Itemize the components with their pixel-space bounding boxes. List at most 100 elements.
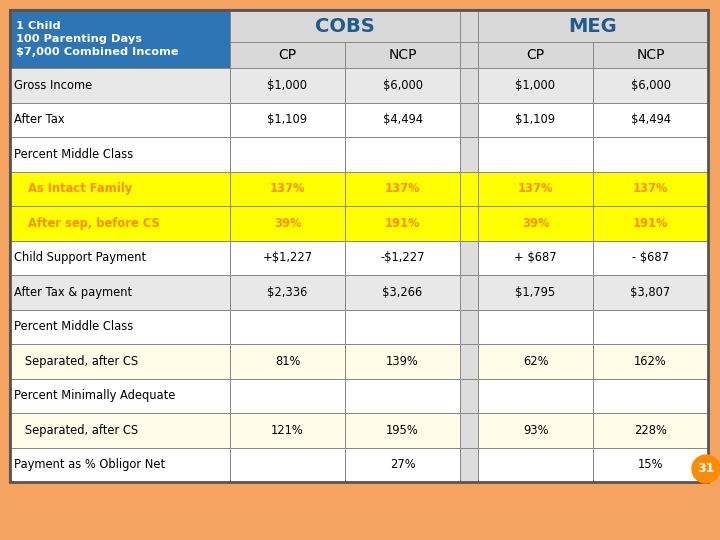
Bar (345, 42, 460, 68)
Text: As Intact Family: As Intact Family (28, 183, 132, 195)
Bar (10, 413, 230, 448)
Bar (230, 275, 345, 309)
Bar (230, 42, 345, 68)
Bar (10, 137, 230, 172)
Bar (10, 275, 230, 309)
Bar (460, 103, 478, 137)
Bar (230, 344, 345, 379)
Text: $1,109: $1,109 (268, 113, 307, 126)
Text: Percent Middle Class: Percent Middle Class (14, 320, 133, 333)
Bar (593, 448, 708, 482)
Text: 191%: 191% (384, 217, 420, 230)
Bar (345, 275, 460, 309)
Text: 1 Child
100 Parenting Days
$7,000 Combined Income: 1 Child 100 Parenting Days $7,000 Combin… (16, 21, 179, 57)
Bar (10, 10, 708, 482)
Text: 121%: 121% (271, 424, 304, 437)
Bar (345, 240, 460, 275)
Text: 27%: 27% (390, 458, 415, 471)
Bar (10, 240, 230, 275)
Text: Child Support Payment: Child Support Payment (14, 251, 146, 264)
Bar (593, 413, 708, 448)
Bar (230, 206, 345, 240)
Bar (230, 172, 345, 206)
Bar (460, 42, 478, 68)
Text: $4,494: $4,494 (631, 113, 670, 126)
Text: $6,000: $6,000 (382, 79, 423, 92)
Bar (460, 137, 478, 172)
Text: 137%: 137% (270, 183, 305, 195)
Text: $1,109: $1,109 (516, 113, 556, 126)
Bar (230, 240, 345, 275)
Bar (345, 206, 460, 240)
Text: $2,336: $2,336 (267, 286, 307, 299)
Bar (478, 42, 593, 68)
Bar (345, 103, 460, 137)
Text: CP: CP (279, 48, 297, 62)
Bar (593, 206, 708, 240)
Bar (230, 103, 345, 137)
Text: Payment as % Obligor Net: Payment as % Obligor Net (14, 458, 165, 471)
Text: -$1,227: -$1,227 (380, 251, 425, 264)
Bar (478, 275, 593, 309)
Text: After Tax: After Tax (14, 113, 65, 126)
Text: $1,000: $1,000 (268, 79, 307, 92)
Text: Separated, after CS: Separated, after CS (14, 424, 138, 437)
Bar (345, 344, 460, 379)
Bar (593, 275, 708, 309)
Text: After sep, before CS: After sep, before CS (28, 217, 160, 230)
Bar (478, 379, 593, 413)
Text: NCP: NCP (388, 48, 417, 62)
Bar (478, 413, 593, 448)
Bar (478, 103, 593, 137)
Bar (230, 413, 345, 448)
Bar (10, 172, 230, 206)
Text: 191%: 191% (633, 217, 668, 230)
Bar (10, 344, 230, 379)
Text: 39%: 39% (274, 217, 301, 230)
Text: 137%: 137% (384, 183, 420, 195)
Text: 93%: 93% (523, 424, 548, 437)
Bar (230, 379, 345, 413)
Bar (230, 448, 345, 482)
Text: 195%: 195% (386, 424, 419, 437)
Text: 137%: 137% (518, 183, 553, 195)
Bar (345, 172, 460, 206)
Text: COBS: COBS (315, 17, 375, 36)
Text: $1,795: $1,795 (516, 286, 556, 299)
Bar (230, 10, 460, 42)
Bar (593, 42, 708, 68)
Bar (478, 344, 593, 379)
Bar (345, 309, 460, 344)
Text: - $687: - $687 (632, 251, 669, 264)
Text: 162%: 162% (634, 355, 667, 368)
Bar (593, 137, 708, 172)
Bar (345, 68, 460, 103)
Bar (230, 137, 345, 172)
Bar (478, 206, 593, 240)
Bar (460, 68, 478, 103)
Text: $3,266: $3,266 (382, 286, 423, 299)
Bar (593, 344, 708, 379)
Bar (345, 413, 460, 448)
Bar (10, 448, 230, 482)
Text: 228%: 228% (634, 424, 667, 437)
Text: NCP: NCP (636, 48, 665, 62)
Text: 81%: 81% (275, 355, 300, 368)
Text: 39%: 39% (522, 217, 549, 230)
Bar (10, 10, 230, 68)
Text: $4,494: $4,494 (382, 113, 423, 126)
Text: + $687: + $687 (514, 251, 557, 264)
Bar (345, 379, 460, 413)
Text: Gross Income: Gross Income (14, 79, 92, 92)
Bar (460, 379, 478, 413)
Text: Percent Middle Class: Percent Middle Class (14, 148, 133, 161)
Bar (230, 309, 345, 344)
Text: $3,807: $3,807 (631, 286, 670, 299)
Text: 15%: 15% (638, 458, 663, 471)
Bar (460, 10, 478, 42)
Bar (230, 68, 345, 103)
Text: $1,000: $1,000 (516, 79, 556, 92)
Text: 31: 31 (697, 462, 715, 476)
Bar (478, 10, 708, 42)
Bar (478, 172, 593, 206)
